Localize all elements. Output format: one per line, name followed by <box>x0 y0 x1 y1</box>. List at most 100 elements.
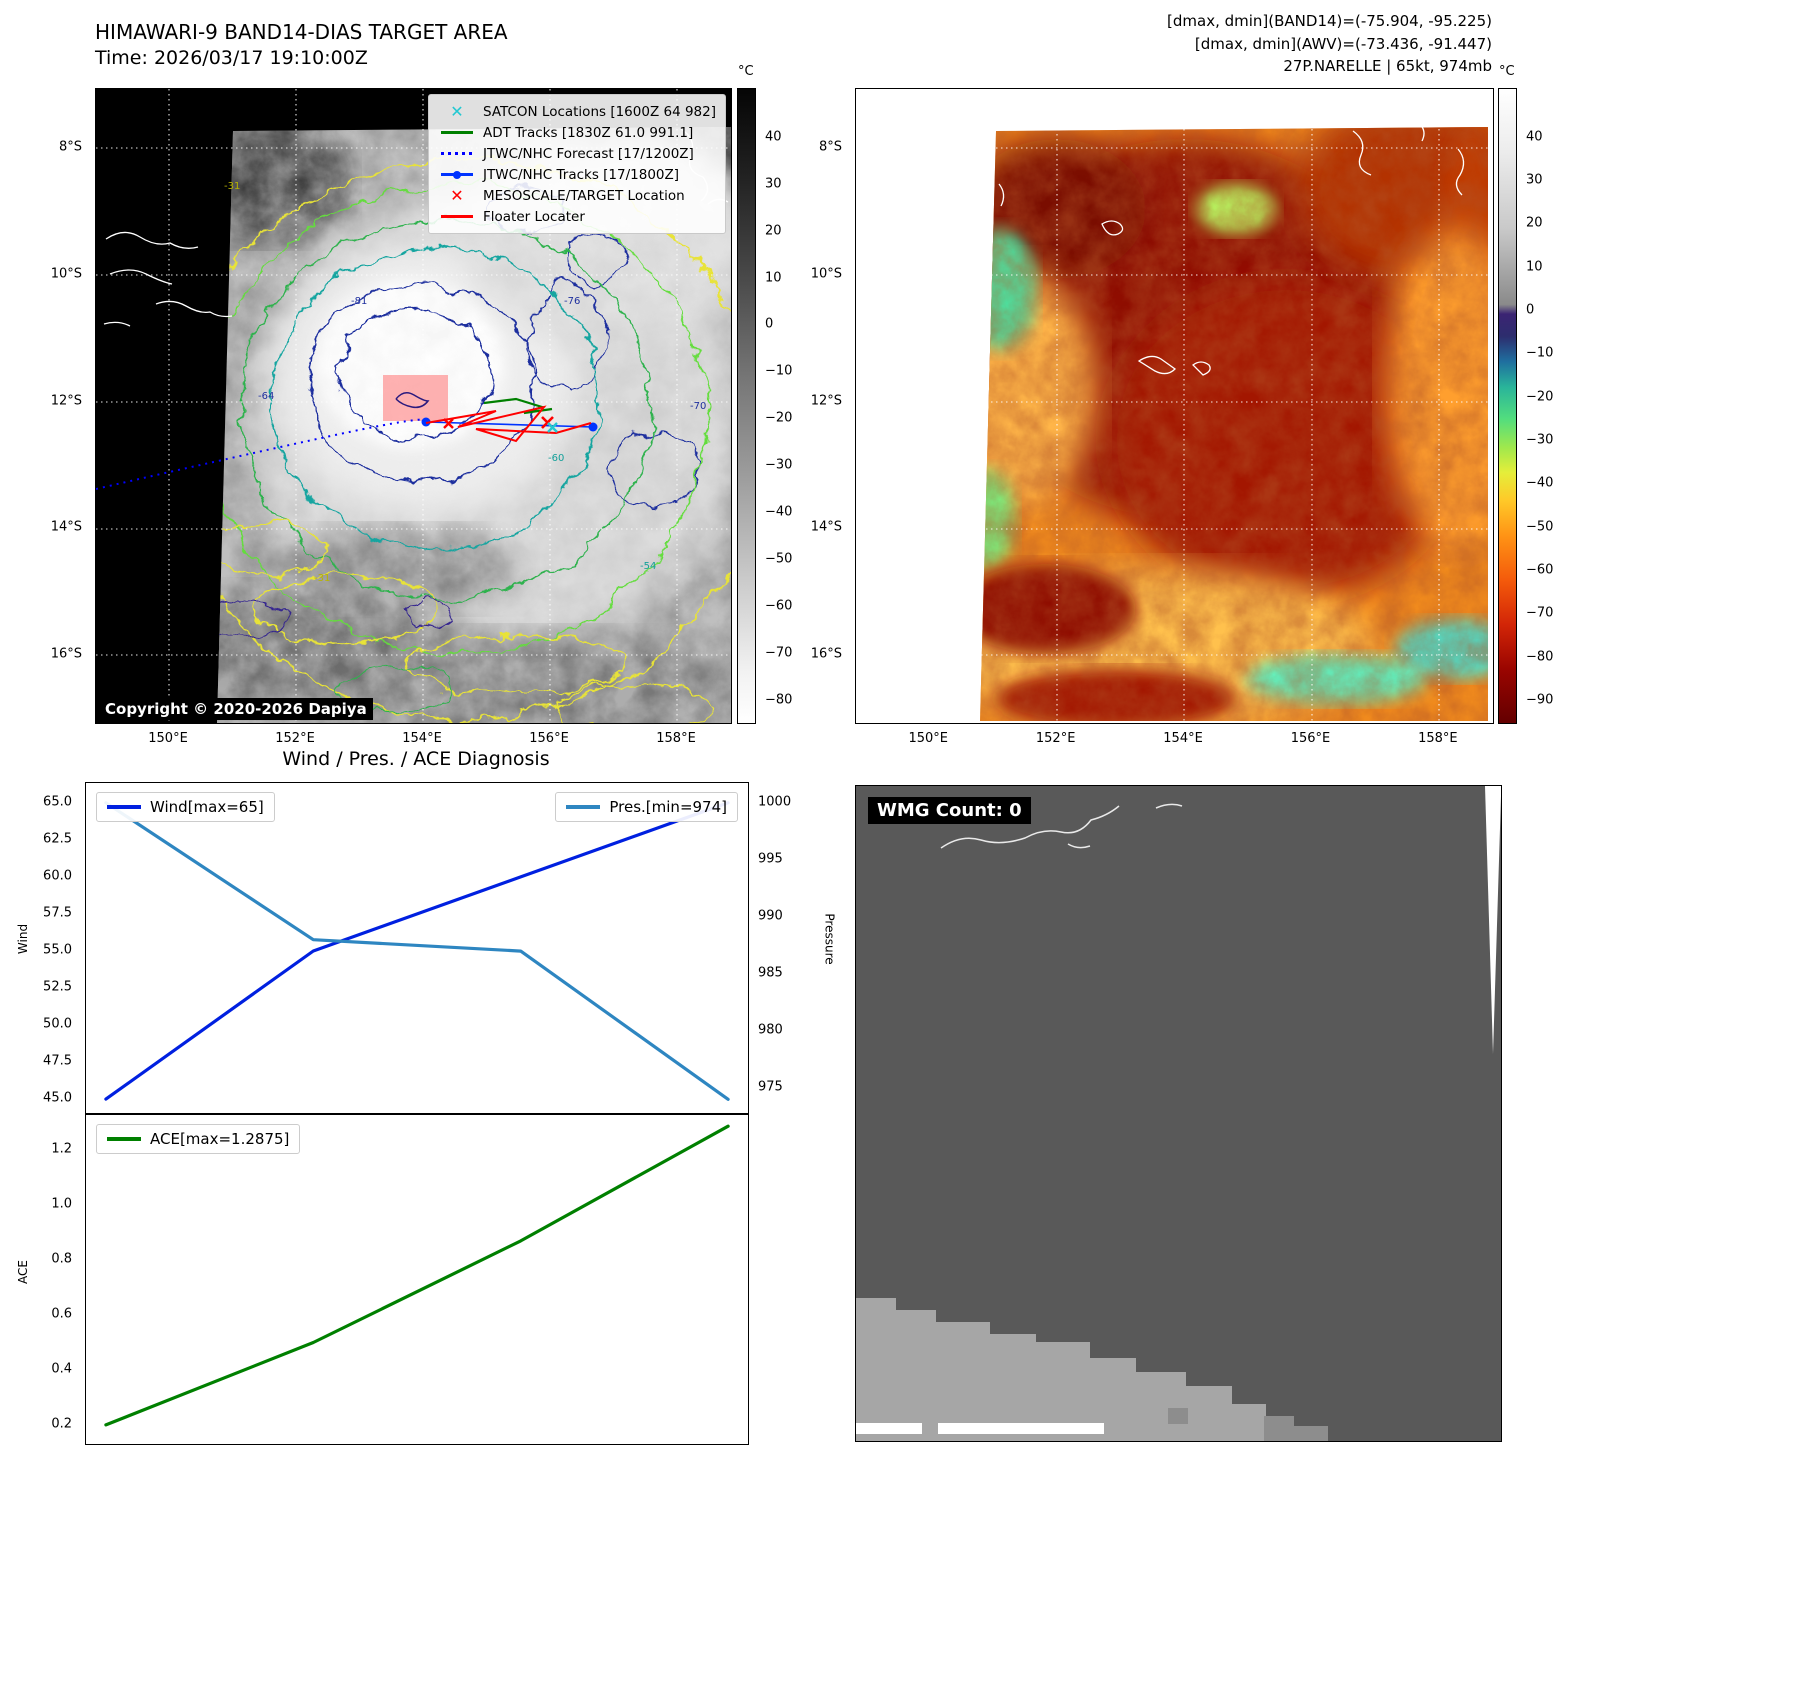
contour-label: -31 <box>314 573 330 584</box>
pressure-tick-label: 975 <box>758 1079 783 1095</box>
y-tick-label: 14°S <box>810 519 842 535</box>
tl-colorbar-unit: °C <box>738 64 754 79</box>
tr-colorbar-ticks: 40 30 20 10 0 −10 −20 −30 −40 −50 −60 −70 −80 −90 <box>1520 88 1566 722</box>
coastlines <box>940 803 1183 849</box>
satcon-x-marker-icon: ✕ <box>450 101 464 121</box>
x-tick-label: 152°E <box>1035 731 1076 746</box>
legend-item-label: SATCON Locations [1600Z 64 982] <box>483 103 716 120</box>
y-tick-label: 12°S <box>810 393 842 409</box>
pressure-tick-label: 995 <box>758 851 783 867</box>
tl-panel-time: Time: 2026/03/17 19:10:00Z <box>95 47 368 69</box>
wmg-map <box>856 786 1501 1441</box>
mesoscale-target-x <box>443 418 454 429</box>
pressure-legend-label: Pres.[min=974] <box>609 798 727 816</box>
floater-locater-line <box>425 405 592 443</box>
colorbar-tick-label: −10 <box>765 363 793 379</box>
contour-label: -60 <box>548 453 564 464</box>
legend-item: ✕ SATCON Locations [1600Z 64 982] <box>438 101 716 122</box>
wind-tick-label: 65.0 <box>43 794 72 810</box>
legend-item-label: JTWC/NHC Forecast [17/1200Z] <box>483 145 694 162</box>
ace-line-sample-icon <box>107 1137 141 1141</box>
forecast-dotted-line-icon <box>438 152 476 155</box>
track-line-with-marker-icon <box>438 170 476 179</box>
legend-item: Floater Locater <box>438 206 716 227</box>
adt-track-line-icon <box>438 131 476 134</box>
mesoscale-target-x-marker-icon: ✕ <box>450 185 464 205</box>
x-tick-label: 156°E <box>529 731 569 746</box>
pressure-axis-label: Pressure <box>822 913 837 965</box>
y-tick-label: 8°S <box>818 139 842 155</box>
colorbar-tick-label: 40 <box>765 129 782 145</box>
ace-line <box>104 1124 730 1427</box>
wind-tick-label: 47.5 <box>43 1053 72 1069</box>
floater-locater-line-icon <box>438 215 476 218</box>
colorbar-tick-label: 0 <box>765 316 774 332</box>
colorbar-tick-label: −60 <box>765 598 793 614</box>
band14-map-panel: -81 -64 -76 -70 -60 -54 -31 -31 ✕ SATCON … <box>95 88 732 724</box>
wmg-panel: WMG Count: 0 <box>855 785 1502 1442</box>
grid-lines <box>856 89 1493 723</box>
colorbar-tick-label: −30 <box>1526 432 1554 448</box>
jtwc-track-point <box>588 422 598 432</box>
wind-tick-label: 55.0 <box>43 942 72 958</box>
wind-tick-label: 45.0 <box>43 1090 72 1106</box>
y-tick-label: 10°S <box>810 266 842 282</box>
tl-x-axis: 150°E 152°E 154°E 156°E 158°E <box>95 726 730 748</box>
tl-panel-title: HIMAWARI-9 BAND14-DIAS TARGET AREA <box>95 20 508 44</box>
y-tick-label: 16°S <box>50 646 82 662</box>
contour-label: -64 <box>258 391 274 402</box>
legend-item: ✕ MESOSCALE/TARGET Location <box>438 185 716 206</box>
colorbar-tick-label: −30 <box>765 457 793 473</box>
wind-tick-label: 52.5 <box>43 979 72 995</box>
x-tick-label: 150°E <box>148 731 188 746</box>
mid-cloud-blocks <box>1168 1408 1328 1441</box>
wind-y-axis: 65.0 62.5 60.0 57.5 55.0 52.5 50.0 47.5 45.0 <box>30 782 80 1112</box>
wind-tick-label: 57.5 <box>43 905 72 921</box>
storm-intensity-readout: 27P.NARELLE | 65kt, 974mb <box>1283 57 1492 75</box>
x-tick-label: 158°E <box>1418 731 1458 746</box>
diagnosis-title: Wind / Pres. / ACE Diagnosis <box>282 748 550 770</box>
colorbar-tick-label: 0 <box>1526 302 1535 318</box>
legend-item: JTWC/NHC Tracks [17/1800Z] <box>438 164 716 185</box>
tr-x-axis: 150°E 152°E 154°E 156°E 158°E <box>855 726 1492 748</box>
contour-label: -70 <box>690 401 706 412</box>
contour-label: -81 <box>351 296 367 307</box>
x-tick-label: 152°E <box>275 731 315 746</box>
colorbar-tick-label: −80 <box>1526 649 1554 664</box>
x-tick-label: 156°E <box>1290 731 1331 746</box>
colorbar-tick-label: −70 <box>765 645 793 661</box>
wind-line-sample-icon <box>107 805 141 809</box>
wind-tick-label: 62.5 <box>43 831 72 847</box>
colorbar-tick-label: 40 <box>1526 129 1543 145</box>
wind-pressure-chart: Wind[max=65] Pres.[min=974] <box>85 782 749 1114</box>
x-tick-label: 154°E <box>1163 731 1203 746</box>
ace-tick-label: 1.2 <box>51 1141 72 1157</box>
tr-colorbar-unit: °C <box>1499 64 1515 79</box>
x-tick-label: 154°E <box>402 731 442 746</box>
y-tick-label: 8°S <box>58 139 82 155</box>
contour-labels: -81 -64 -76 -70 -60 -54 -31 -31 <box>224 181 706 584</box>
legend-item-label: MESOSCALE/TARGET Location <box>483 187 685 204</box>
strip-notch <box>922 1423 938 1434</box>
wind-tick-label: 60.0 <box>43 868 72 884</box>
legend-item: ADT Tracks [1830Z 61.0 991.1] <box>438 122 716 143</box>
wmg-count-badge: WMG Count: 0 <box>868 797 1031 824</box>
pressure-tick-label: 980 <box>758 1022 783 1038</box>
contour-label: -76 <box>564 296 580 307</box>
contour-label: -54 <box>640 561 656 572</box>
colorbar-tick-label: −50 <box>765 551 793 567</box>
colorbar-tick-label: 20 <box>765 223 782 239</box>
series-line-left <box>104 1124 730 1427</box>
ace-chart: ACE[max=1.2875] <box>85 1114 749 1445</box>
coastlines <box>998 120 1465 376</box>
colorbar-tick-label: 10 <box>1526 259 1543 275</box>
colorbar-tick-label: −80 <box>765 692 793 708</box>
dmax-dmin-awv-readout: [dmax, dmin](AWV)=(-73.436, -91.447) <box>1194 34 1492 53</box>
data-gap-sliver <box>1485 786 1501 1054</box>
ace-legend: ACE[max=1.2875] <box>96 1124 301 1154</box>
y-tick-label: 10°S <box>50 266 82 282</box>
colorbar-tick-label: −40 <box>765 504 793 520</box>
legend-item-label: ADT Tracks [1830Z 61.0 991.1] <box>483 124 694 141</box>
wind-axis-label: Wind <box>16 923 31 955</box>
